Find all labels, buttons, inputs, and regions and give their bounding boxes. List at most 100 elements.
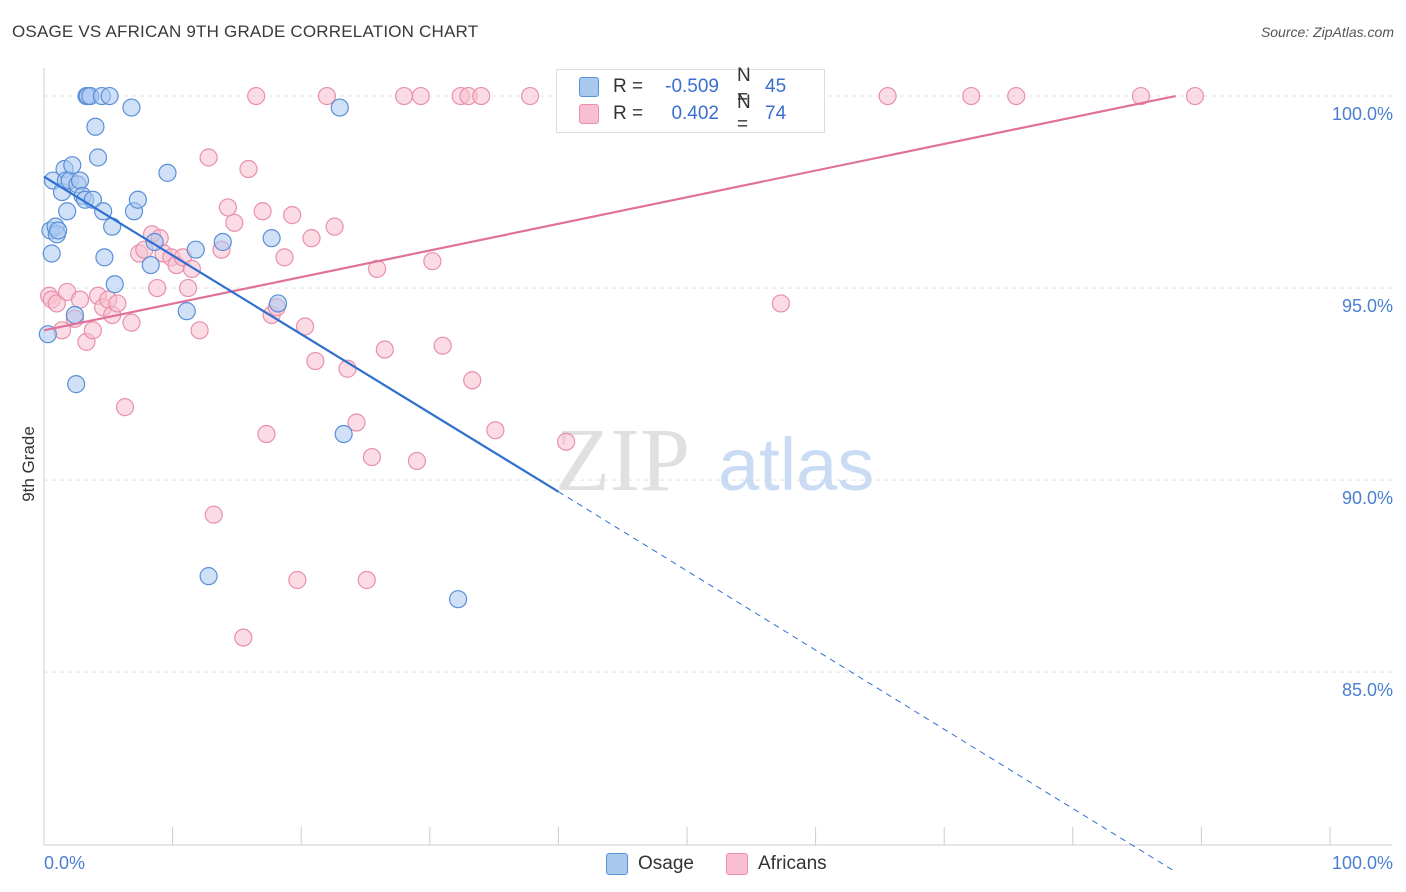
africans-point: [199, 148, 218, 167]
africans-point: [407, 451, 427, 471]
r-value: -0.509: [665, 76, 719, 97]
africans-point: [325, 217, 344, 236]
watermark-atlas: atlas: [718, 423, 874, 506]
y-axis-label: 9th Grade: [19, 426, 38, 502]
africans-point: [148, 278, 167, 298]
source-label: Source: ZipAtlas.com: [1260, 24, 1394, 40]
africans-point: [557, 432, 576, 451]
africans-point: [83, 321, 102, 340]
africans-point: [317, 86, 337, 106]
africans-point: [47, 294, 66, 313]
r-label: R =: [613, 103, 644, 124]
r-value: 0.402: [671, 103, 719, 124]
osage-points: [38, 86, 468, 609]
x-tick-label: 0.0%: [44, 853, 85, 873]
africans-point: [357, 570, 376, 590]
osage-point: [334, 424, 353, 444]
osage-point: [70, 171, 90, 190]
africans-point: [115, 398, 135, 417]
x-tick-label: 100.0%: [1332, 853, 1393, 873]
africans-point: [225, 213, 244, 232]
osage-point: [199, 567, 218, 586]
osage-point: [262, 229, 281, 248]
africans-point: [288, 570, 307, 590]
africans-point: [362, 447, 382, 467]
n-value: 74: [765, 103, 787, 124]
africans-point: [347, 413, 366, 432]
africans-points: [40, 86, 1205, 647]
africans-point: [302, 229, 321, 248]
osage-swatch: [606, 853, 628, 875]
osage-point: [330, 98, 349, 117]
africans-point: [1007, 86, 1026, 106]
africans-point: [253, 202, 272, 221]
africans-point: [239, 159, 258, 179]
osage-point: [63, 156, 82, 175]
africans-point: [218, 198, 237, 217]
r-label: R =: [613, 76, 644, 97]
africans-point: [962, 86, 981, 106]
osage-point: [128, 190, 147, 209]
africans-point: [1185, 86, 1205, 106]
osage-point: [42, 244, 61, 263]
africans-point: [411, 86, 430, 106]
africans-point: [275, 248, 294, 267]
africans-point: [1131, 86, 1151, 106]
osage-point: [86, 117, 105, 136]
osage-point: [158, 163, 177, 182]
osage-point: [67, 375, 86, 394]
africans-point: [283, 206, 302, 225]
africans-point: [257, 424, 276, 444]
africans-point: [375, 340, 394, 359]
africans-swatch: [726, 853, 748, 875]
osage-point: [105, 275, 124, 294]
africans-point: [178, 278, 198, 298]
osage-point: [448, 590, 468, 609]
legend-row-osage: R = -0.509 N = 45: [579, 65, 805, 108]
watermark: ZIP atlas: [555, 411, 874, 510]
africans-point: [771, 294, 790, 313]
africans-point: [463, 371, 482, 390]
africans-swatch: [579, 104, 599, 124]
osage-point: [177, 302, 196, 321]
bottom-legend-africans: Africans: [726, 852, 827, 876]
osage-point: [186, 240, 205, 259]
chart-title: OSAGE VS AFRICAN 9TH GRADE CORRELATION C…: [12, 22, 479, 41]
africans-point: [190, 321, 209, 340]
africans-point: [306, 351, 325, 371]
legend-row-africans: R = 0.402 N = 74: [579, 92, 805, 135]
osage-point: [65, 305, 84, 325]
africans-point: [394, 86, 414, 106]
osage-point: [38, 325, 57, 344]
tick-labels: 100.0% 95.0% 90.0% 85.0% 0.0% 100.0%: [44, 104, 1393, 873]
osage-point: [122, 98, 141, 117]
africans-point: [423, 252, 442, 271]
n-label: N =: [737, 92, 751, 135]
y-tick-label: 95.0%: [1342, 296, 1393, 316]
africans-point: [234, 628, 253, 647]
bottom-legend-osage: Osage: [606, 852, 694, 876]
n-label: N =: [737, 65, 751, 108]
africans-point: [70, 290, 90, 309]
africans-point: [108, 294, 127, 313]
africans-legend-label: Africans: [758, 853, 827, 874]
n-value: 45: [765, 76, 787, 97]
gridlines: [44, 95, 1392, 673]
osage-legend-label: Osage: [638, 853, 694, 874]
africans-point: [247, 86, 266, 106]
osage-point: [58, 202, 77, 221]
africans-point: [878, 86, 897, 106]
osage-point: [141, 255, 160, 275]
osage-point: [268, 294, 288, 313]
trendlines: [43, 94, 1176, 873]
africans-point: [472, 86, 491, 106]
africans-point: [204, 505, 223, 524]
osage-point: [95, 248, 114, 267]
y-tick-label: 85.0%: [1342, 680, 1393, 700]
africans-point: [521, 86, 540, 106]
africans-point: [486, 421, 505, 440]
axes: [43, 68, 1392, 846]
africans-point: [122, 313, 141, 332]
africans-point: [433, 336, 452, 355]
